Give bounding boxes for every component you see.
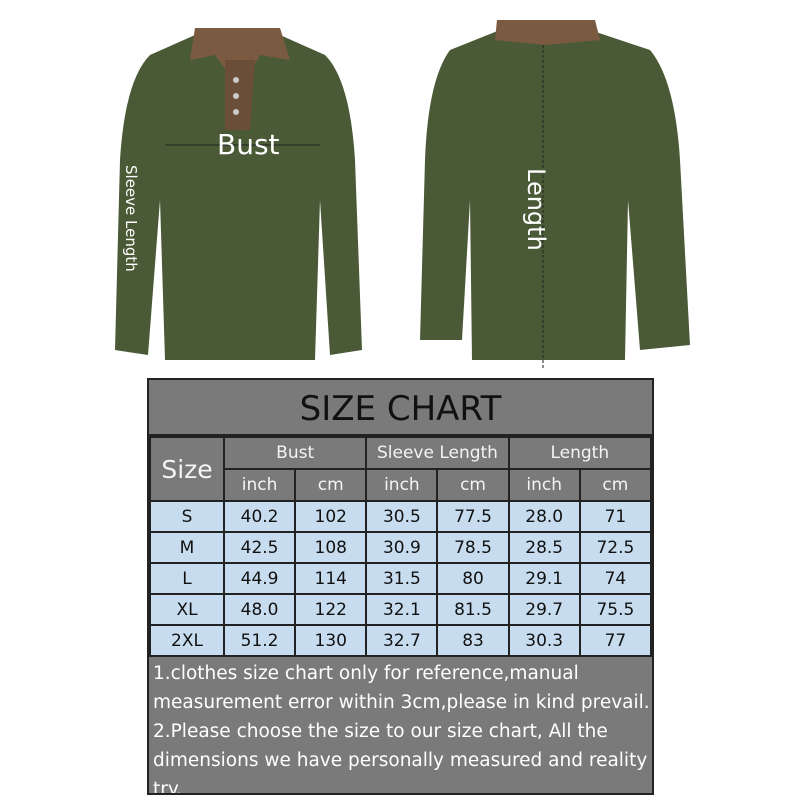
value-cell: 40.2 bbox=[222, 500, 297, 533]
table-row: M 42.5 108 30.9 78.5 28.5 72.5 bbox=[149, 531, 652, 564]
table-row: 2XL 51.2 130 32.7 83 30.3 77 bbox=[149, 624, 652, 657]
value-cell: 31.5 bbox=[365, 562, 439, 595]
unit-header: cm bbox=[294, 468, 368, 502]
value-cell: 28.0 bbox=[507, 500, 581, 533]
size-cell: S bbox=[149, 500, 225, 533]
value-cell: 32.7 bbox=[365, 624, 439, 657]
group-header: Length bbox=[507, 436, 652, 470]
value-cell: 130 bbox=[294, 624, 368, 657]
value-cell: 29.1 bbox=[507, 562, 581, 595]
table-row: L 44.9 114 31.5 80 29.1 74 bbox=[149, 562, 652, 595]
value-cell: 71 bbox=[578, 500, 652, 533]
size-chart-title: SIZE CHART bbox=[149, 380, 652, 436]
note-line: try. bbox=[153, 779, 183, 795]
group-header: Sleeve Length bbox=[365, 436, 510, 470]
value-cell: 32.1 bbox=[365, 593, 439, 626]
value-cell: 28.5 bbox=[507, 531, 581, 564]
size-cell: XL bbox=[149, 593, 225, 626]
value-cell: 114 bbox=[294, 562, 368, 595]
size-cell: 2XL bbox=[149, 624, 225, 657]
value-cell: 72.5 bbox=[578, 531, 652, 564]
value-cell: 30.3 bbox=[507, 624, 581, 657]
size-cell: L bbox=[149, 562, 225, 595]
value-cell: 102 bbox=[294, 500, 368, 533]
note-line: measurement error within 3cm,please in k… bbox=[153, 692, 650, 713]
unit-header: cm bbox=[578, 468, 652, 502]
value-cell: 42.5 bbox=[222, 531, 297, 564]
unit-header: inch bbox=[222, 468, 297, 502]
note-line: dimensions we have personally measured a… bbox=[153, 750, 648, 771]
size-cell: M bbox=[149, 531, 225, 564]
shirt-images bbox=[115, 20, 690, 368]
value-cell: 30.5 bbox=[365, 500, 439, 533]
size-chart: SIZE CHART Size Bust Sleeve Length Lengt… bbox=[147, 378, 654, 795]
value-cell: 83 bbox=[436, 624, 510, 657]
length-label: Length bbox=[522, 168, 550, 251]
value-cell: 80 bbox=[436, 562, 510, 595]
value-cell: 77.5 bbox=[436, 500, 510, 533]
notes: 1.clothes size chart only for reference,… bbox=[149, 657, 652, 795]
note-line: 2.Please choose the size to our size cha… bbox=[153, 721, 608, 742]
value-cell: 122 bbox=[294, 593, 368, 626]
value-cell: 44.9 bbox=[222, 562, 297, 595]
table-row: XL 48.0 122 32.1 81.5 29.7 75.5 bbox=[149, 593, 652, 626]
value-cell: 29.7 bbox=[507, 593, 581, 626]
value-cell: 78.5 bbox=[436, 531, 510, 564]
shirt-back-image bbox=[420, 20, 690, 368]
size-header: Size bbox=[149, 436, 225, 502]
value-cell: 108 bbox=[294, 531, 368, 564]
group-header: Bust bbox=[222, 436, 368, 470]
value-cell: 30.9 bbox=[365, 531, 439, 564]
value-cell: 51.2 bbox=[222, 624, 297, 657]
shirt-front-image bbox=[115, 28, 362, 360]
note-line: 1.clothes size chart only for reference,… bbox=[153, 663, 579, 684]
size-table: Size Bust Sleeve Length Length inch cm inc… bbox=[149, 436, 652, 657]
value-cell: 77 bbox=[578, 624, 652, 657]
unit-header: cm bbox=[436, 468, 510, 502]
table-row: S 40.2 102 30.5 77.5 28.0 71 bbox=[149, 500, 652, 533]
unit-header: inch bbox=[365, 468, 439, 502]
value-cell: 81.5 bbox=[436, 593, 510, 626]
value-cell: 48.0 bbox=[222, 593, 297, 626]
bust-label: Bust bbox=[217, 128, 280, 161]
value-cell: 75.5 bbox=[578, 593, 652, 626]
value-cell: 74 bbox=[578, 562, 652, 595]
sleeve-length-label: Sleeve Length bbox=[122, 165, 140, 272]
unit-header: inch bbox=[507, 468, 581, 502]
